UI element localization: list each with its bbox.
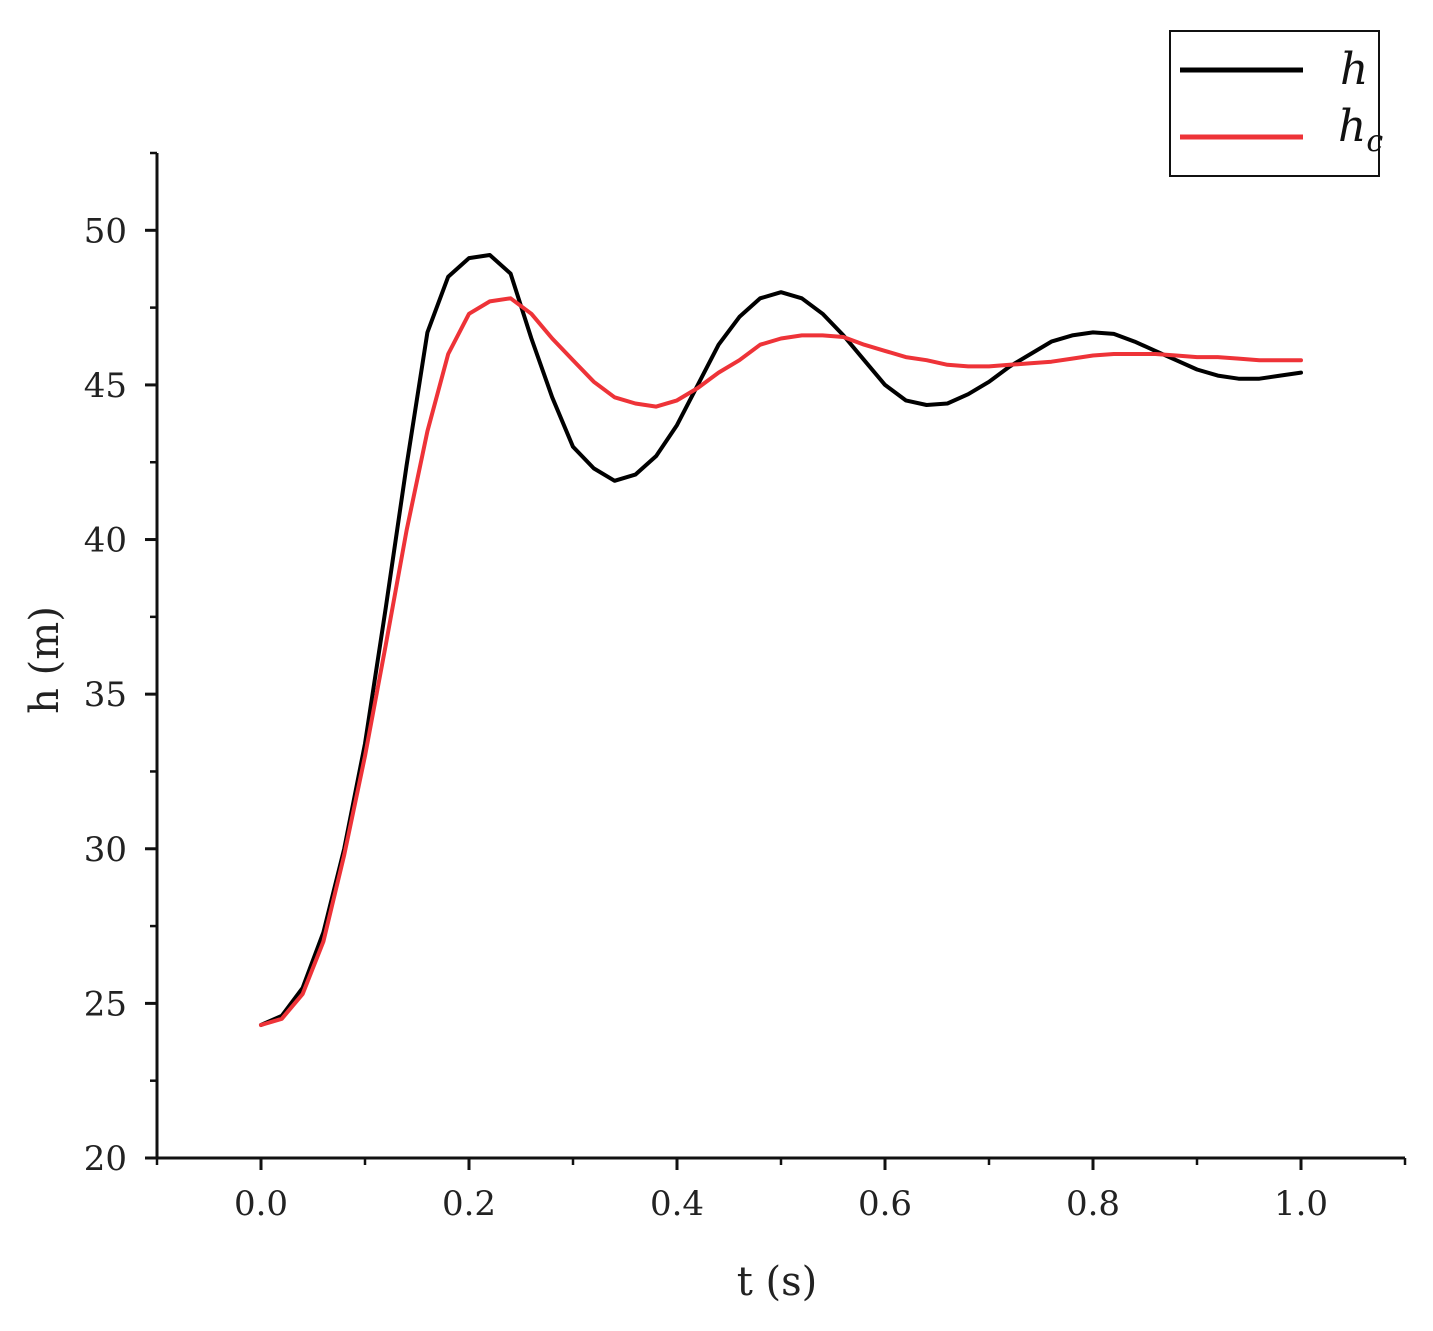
series-layer — [259, 253, 1303, 1027]
series-line-h — [259, 253, 1303, 1027]
tick-labels: 0.0 0.2 0.4 0.6 0.8 1.0 20 25 30 35 40 45 50 — [84, 211, 1328, 1224]
x-tick-label: 1.0 — [1274, 1184, 1328, 1224]
legend-label-hc: hc — [1338, 101, 1383, 159]
y-tick-label: 25 — [84, 984, 127, 1024]
axes — [155, 153, 1405, 1160]
x-tick-label: 0.6 — [858, 1184, 912, 1224]
y-tick-label: 20 — [84, 1139, 127, 1179]
tick-marks — [145, 151, 1407, 1170]
y-tick-label: 35 — [84, 675, 127, 715]
series-line-hc — [259, 296, 1303, 1027]
y-tick-label: 30 — [84, 830, 127, 870]
y-axis-title: h (m) — [22, 606, 68, 714]
x-axis-title: t (s) — [737, 1259, 818, 1305]
x-tick-label: 0.2 — [442, 1184, 496, 1224]
y-tick-label: 40 — [84, 521, 127, 561]
legend-label-h: h — [1340, 44, 1368, 95]
x-tick-label: 0.0 — [234, 1184, 288, 1224]
x-tick-label: 0.4 — [650, 1184, 704, 1224]
y-tick-label: 45 — [84, 366, 127, 406]
legend-box — [1169, 30, 1380, 177]
y-tick-label: 50 — [84, 211, 127, 251]
legend: h hc — [1169, 30, 1383, 177]
x-tick-label: 0.8 — [1066, 1184, 1120, 1224]
